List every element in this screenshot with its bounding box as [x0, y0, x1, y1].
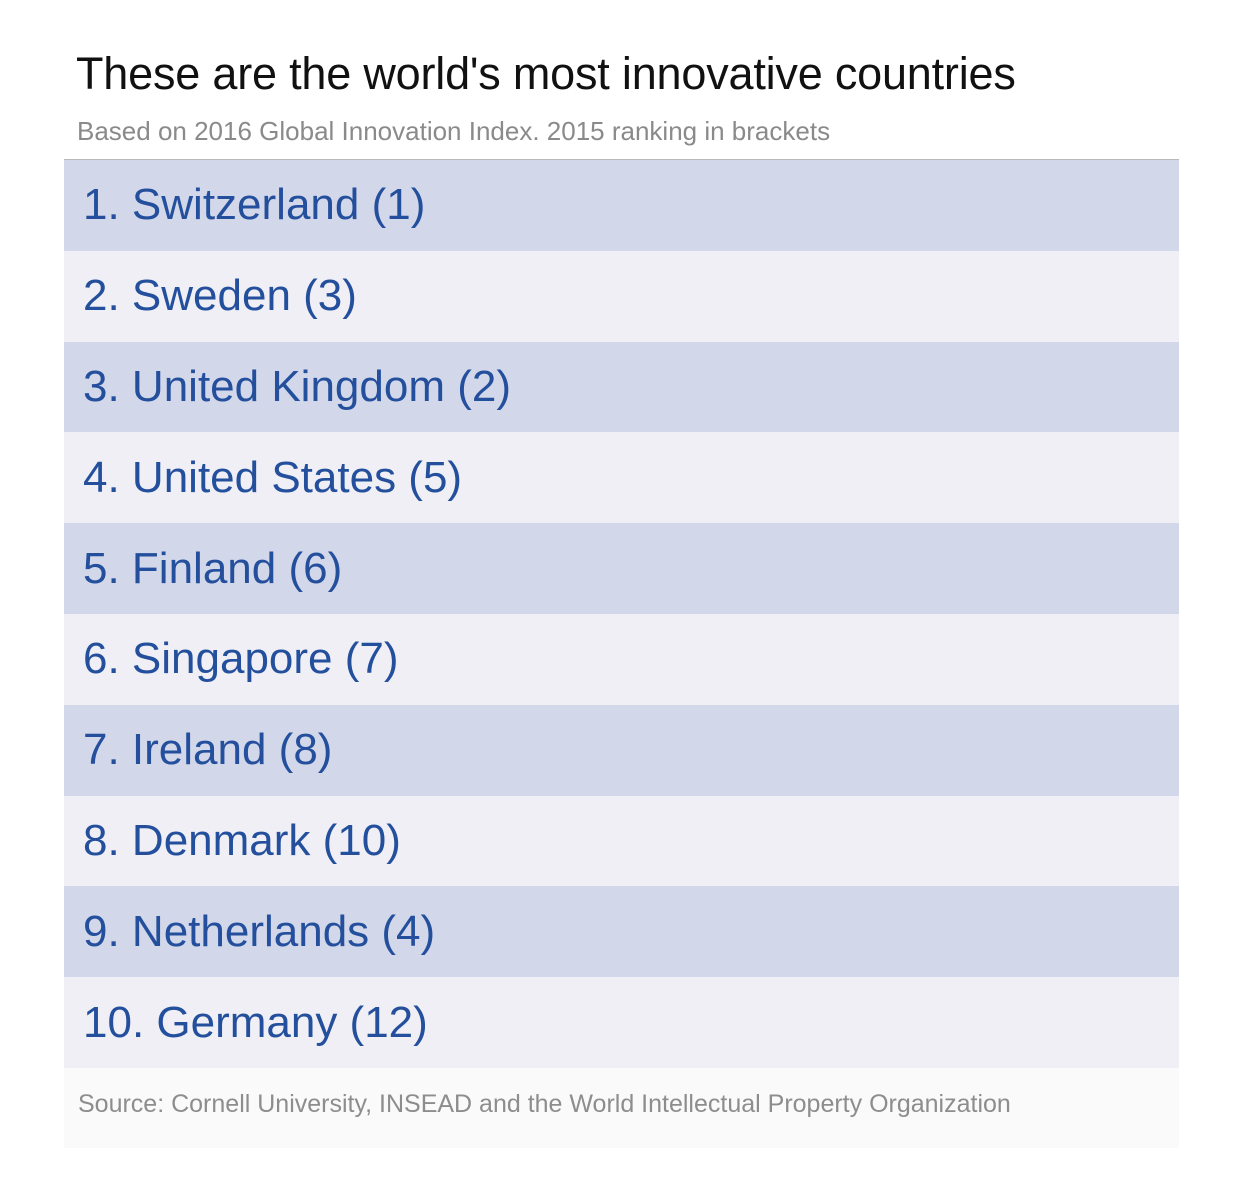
ranking-row-9: 9. Netherlands (4)	[64, 886, 1179, 978]
chart-title: These are the world's most innovative co…	[76, 48, 1016, 99]
ranking-row-4: 4. United States (5)	[64, 432, 1179, 524]
ranking-row-6: 6. Singapore (7)	[64, 613, 1179, 705]
source-note: Source: Cornell University, INSEAD and t…	[78, 1090, 1011, 1118]
ranking-row-5: 5. Finland (6)	[64, 523, 1179, 614]
ranking-row-2: 2. Sweden (3)	[64, 250, 1179, 342]
source-background	[64, 1068, 1179, 1148]
divider	[64, 159, 1179, 160]
ranking-row-3: 3. United Kingdom (2)	[64, 341, 1179, 433]
ranking-row-1: 1. Switzerland (1)	[64, 160, 1179, 251]
chart-subtitle: Based on 2016 Global Innovation Index. 2…	[77, 116, 831, 146]
ranking-row-10: 10. Germany (12)	[64, 977, 1179, 1068]
ranking-table: 1. Switzerland (1) 2. Sweden (3) 3. Unit…	[64, 160, 1179, 1068]
ranking-row-8: 8. Denmark (10)	[64, 795, 1179, 887]
ranking-row-7: 7. Ireland (8)	[64, 704, 1179, 796]
